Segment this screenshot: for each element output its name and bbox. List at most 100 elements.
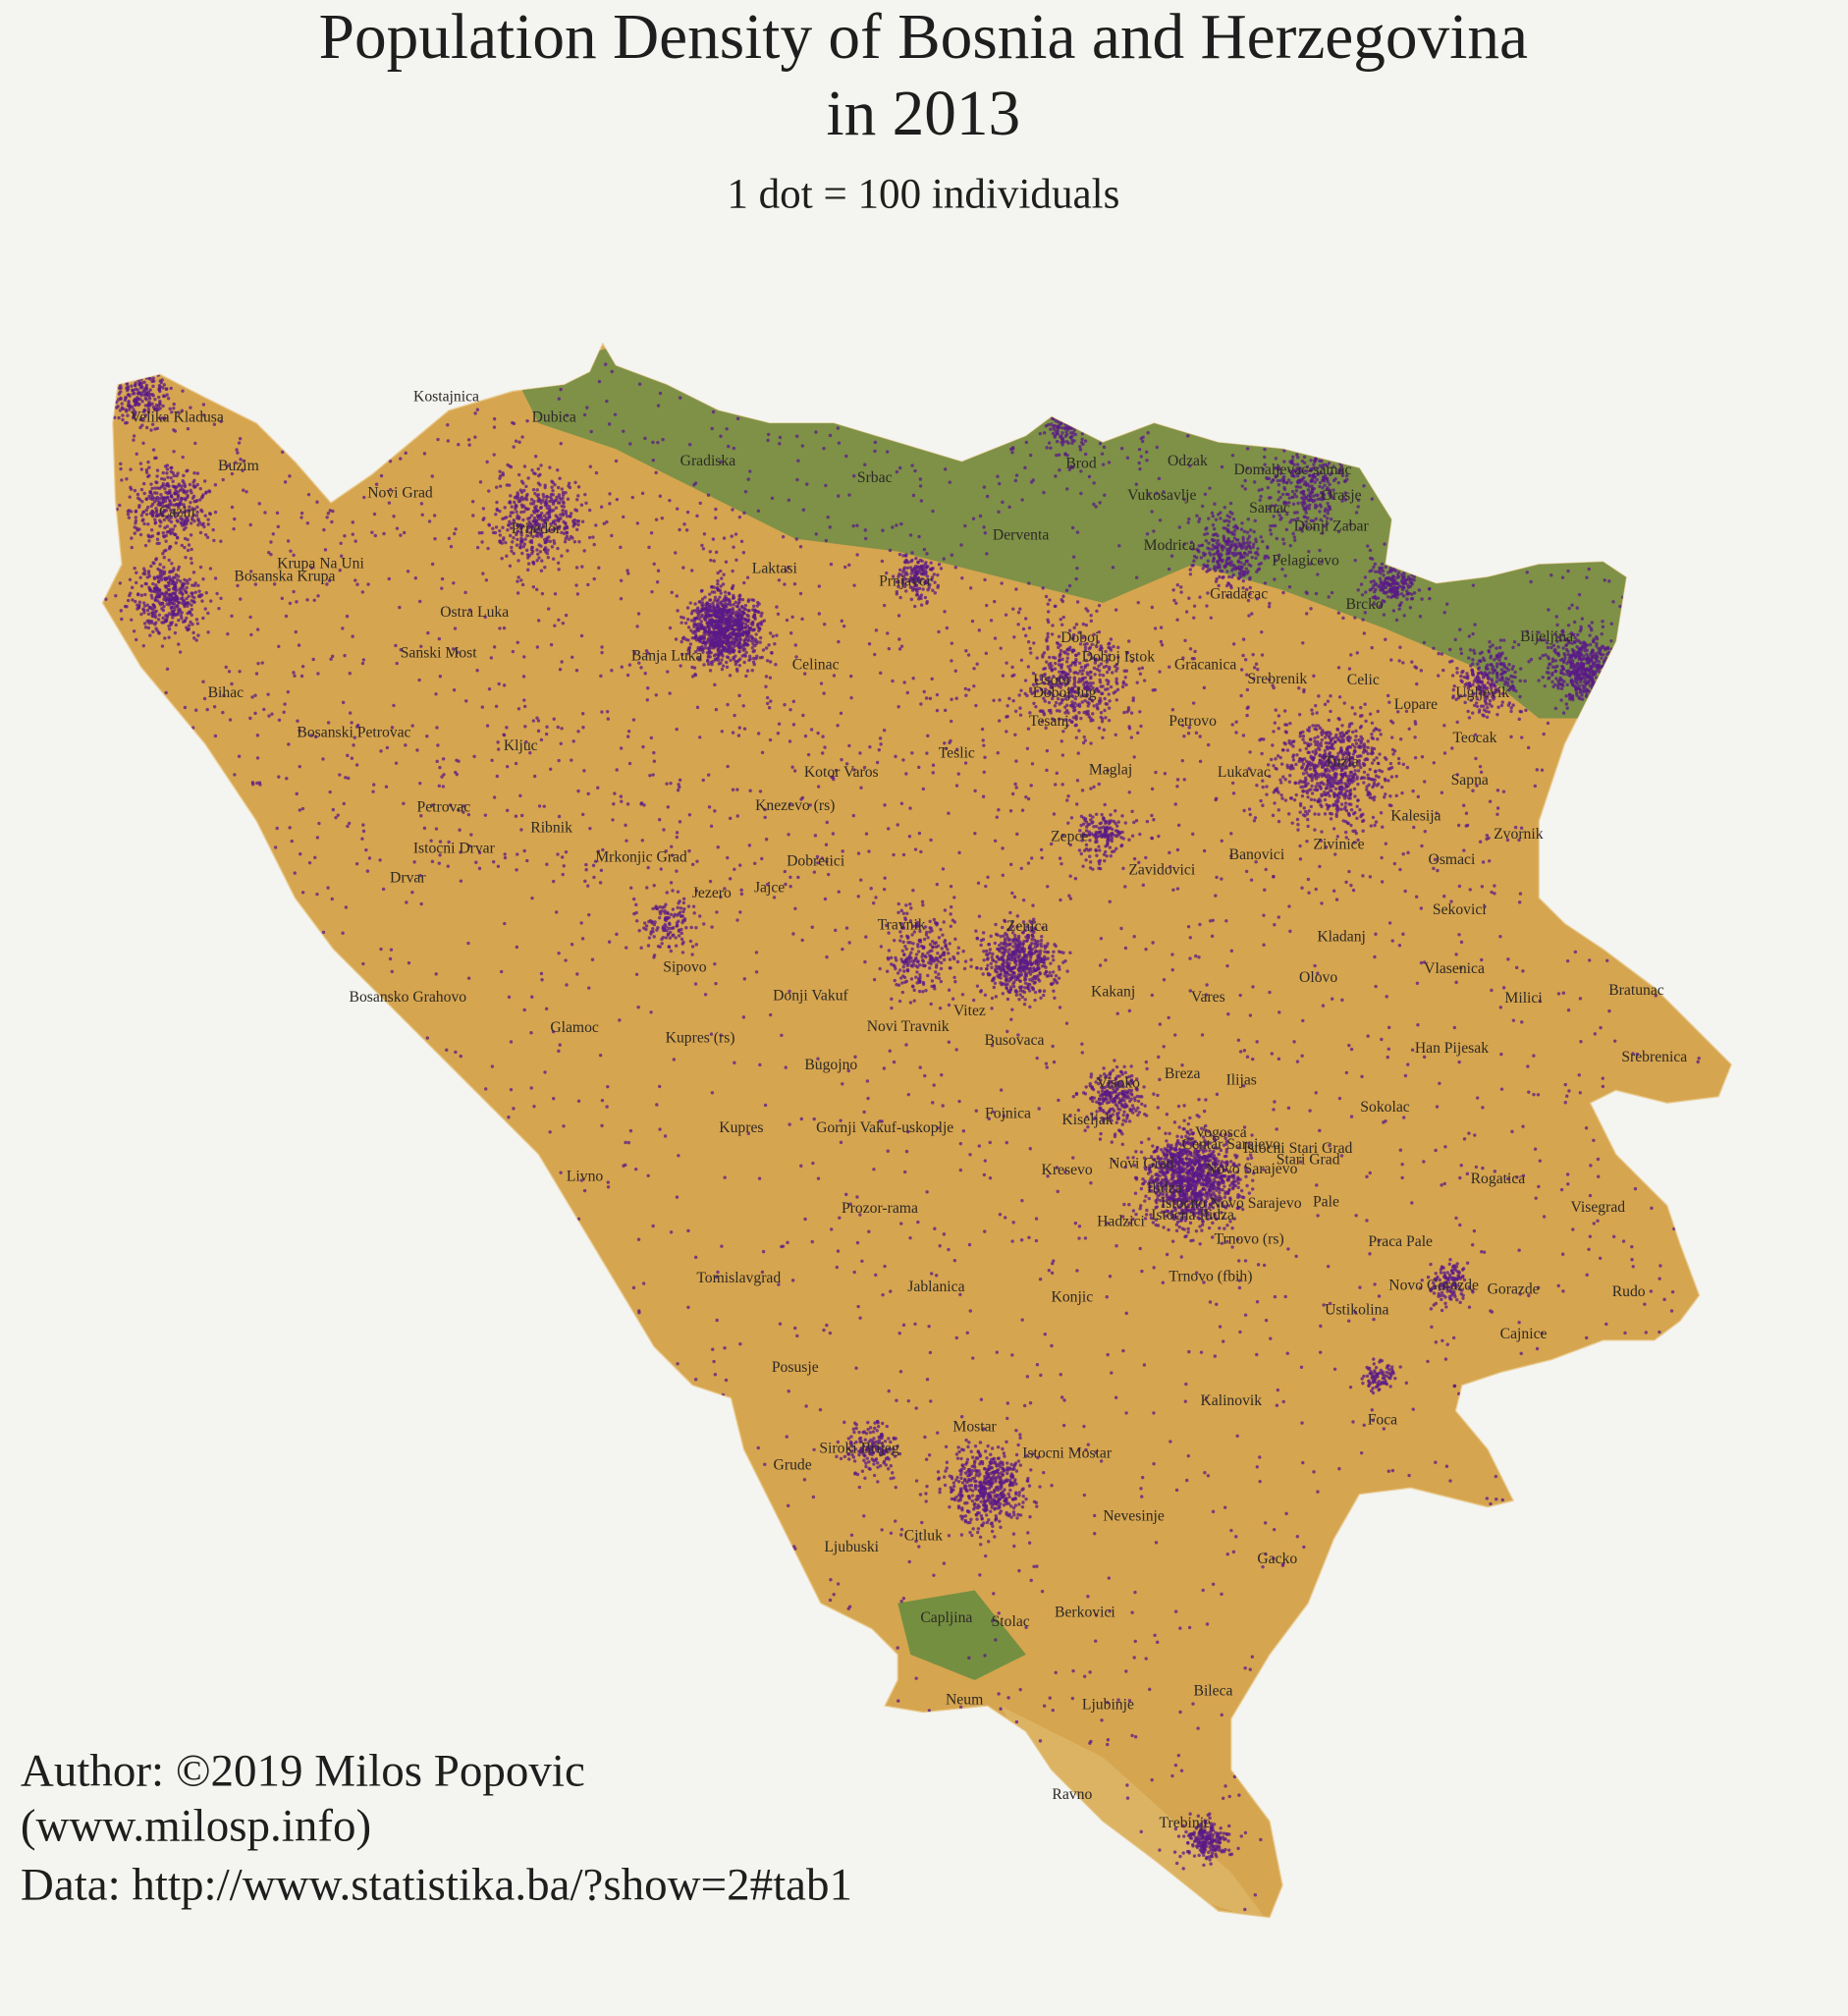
population-dot <box>1251 1187 1255 1191</box>
population-dot <box>659 867 663 871</box>
population-dot <box>886 1149 890 1153</box>
population-dot <box>716 598 721 602</box>
population-dot <box>1034 1217 1039 1221</box>
population-dot <box>351 532 354 536</box>
population-dot <box>345 614 350 619</box>
population-dot <box>767 643 771 647</box>
population-dot <box>441 785 446 789</box>
population-dot <box>1009 1017 1013 1021</box>
population-dot <box>853 1447 857 1451</box>
population-dot <box>1248 750 1252 754</box>
population-dot <box>1186 1226 1190 1231</box>
population-dot <box>1114 1244 1118 1248</box>
population-dot <box>354 763 359 767</box>
population-dot <box>1133 1590 1137 1595</box>
population-dot <box>1039 847 1044 852</box>
population-dot <box>514 439 518 443</box>
population-dot <box>656 569 661 572</box>
population-dot <box>1057 453 1061 457</box>
population-dot <box>747 844 752 847</box>
population-dot <box>715 910 719 914</box>
population-dot <box>910 463 914 467</box>
population-dot <box>504 540 508 545</box>
population-dot <box>707 627 712 631</box>
population-dot <box>462 810 465 814</box>
population-dot <box>1100 452 1105 456</box>
population-dots <box>104 362 1701 1912</box>
population-dot <box>765 659 770 663</box>
population-dot <box>1370 645 1374 650</box>
population-dot <box>1185 1130 1189 1135</box>
population-dot <box>266 692 270 696</box>
population-dot <box>1438 1081 1441 1085</box>
population-dot <box>1520 736 1524 739</box>
population-dot <box>1120 1142 1125 1147</box>
population-dot <box>844 454 848 459</box>
population-dot <box>1298 731 1303 736</box>
population-dot <box>775 605 779 609</box>
population-dot <box>492 416 497 421</box>
population-dot <box>1051 1708 1055 1713</box>
population-dot <box>993 636 998 640</box>
population-dot <box>1278 755 1282 760</box>
population-dot <box>594 470 599 475</box>
population-dot <box>767 706 772 710</box>
population-dot <box>654 693 658 697</box>
population-dot <box>1211 1509 1216 1514</box>
population-dot <box>685 510 690 515</box>
population-dot <box>715 586 720 590</box>
population-dot <box>1435 811 1439 815</box>
population-dot <box>882 729 887 733</box>
population-dot <box>1174 1861 1179 1866</box>
population-dot <box>1380 880 1385 884</box>
population-dot <box>733 867 736 871</box>
population-dot <box>693 673 698 678</box>
population-dot <box>1578 997 1583 1001</box>
population-dot <box>1222 526 1225 530</box>
population-dot <box>1156 1173 1160 1177</box>
population-dot <box>1390 721 1395 725</box>
population-dot <box>787 1389 790 1393</box>
population-dot <box>798 591 803 596</box>
population-dot <box>904 772 908 776</box>
population-dot <box>972 683 976 688</box>
population-dot <box>1445 602 1449 606</box>
population-dot <box>1244 869 1249 874</box>
population-dot <box>570 758 573 762</box>
population-dot <box>741 551 746 555</box>
population-dot <box>1037 1107 1041 1111</box>
population-dot <box>1183 638 1187 642</box>
population-dot <box>1297 686 1301 690</box>
population-dot <box>1592 1222 1596 1226</box>
population-dot <box>355 723 360 728</box>
population-dot <box>1440 790 1444 794</box>
population-dot <box>725 642 729 646</box>
population-dot <box>663 1134 668 1138</box>
population-dot <box>646 1173 650 1178</box>
population-dot <box>1309 518 1313 523</box>
population-dot <box>700 603 704 607</box>
population-dot <box>742 660 746 665</box>
population-dot <box>899 1599 903 1604</box>
population-dot <box>1450 746 1454 750</box>
population-dot <box>1035 1056 1039 1061</box>
population-dot <box>606 1084 610 1089</box>
population-dot <box>800 444 805 448</box>
population-dot <box>924 696 929 700</box>
population-dot <box>354 861 359 866</box>
population-dot <box>499 969 504 974</box>
population-dot <box>422 452 427 456</box>
population-dot <box>1359 705 1363 710</box>
population-dot <box>1176 1104 1181 1109</box>
population-dot <box>600 1123 604 1128</box>
population-dot <box>786 1240 789 1245</box>
population-dot <box>1567 1089 1571 1093</box>
population-dot <box>714 507 718 512</box>
population-dot <box>1011 698 1015 703</box>
population-dot <box>219 596 223 601</box>
population-dot <box>1577 1073 1581 1077</box>
population-dot <box>1014 786 1018 790</box>
population-dot <box>1654 994 1658 998</box>
population-dot <box>511 649 516 654</box>
population-dot <box>1001 500 1005 505</box>
